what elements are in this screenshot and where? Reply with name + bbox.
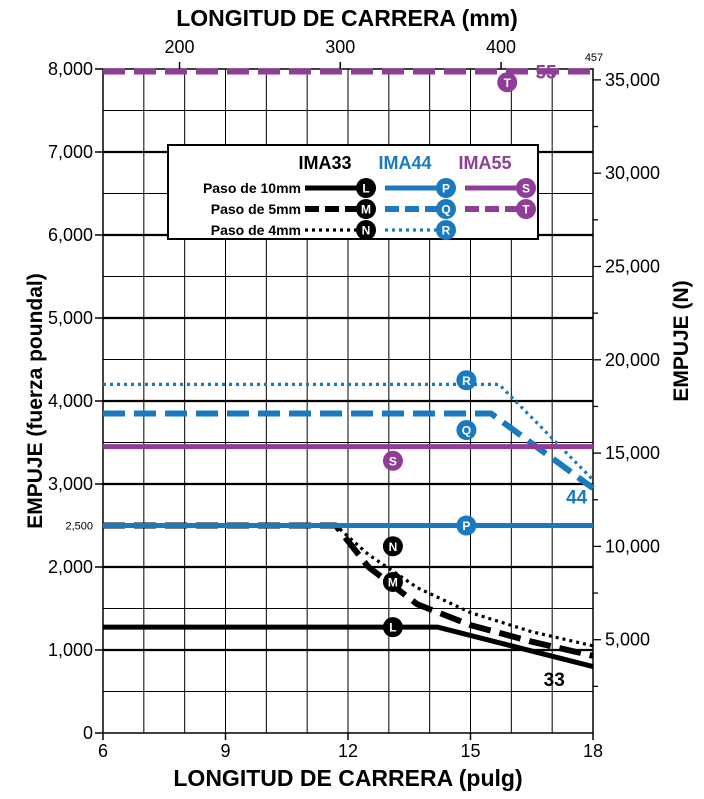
x-tick-label: 6 <box>98 741 108 761</box>
badge-circle <box>456 515 477 536</box>
badge-letter: T <box>504 76 512 90</box>
curve-badge-l: L <box>382 617 403 638</box>
y-tick-label: 0 <box>83 723 93 743</box>
top-axis-title: LONGITUD DE CARRERA (mm) <box>176 5 518 31</box>
badge-letter: N <box>389 540 398 554</box>
y-tick-label: 7,000 <box>48 142 93 162</box>
badge-letter: M <box>361 203 371 217</box>
x-axis-title: LONGITUD DE CARRERA (pulg) <box>173 765 522 791</box>
n-tick-label: 25,000 <box>605 256 660 276</box>
badge-circle <box>356 178 376 198</box>
curve-badge-s: S <box>382 450 403 471</box>
n-tick-label: 10,000 <box>605 536 660 556</box>
badge-letter: Q <box>462 424 471 438</box>
legend: IMA33 IMA44 IMA55 Paso de 10mm Paso de 5mm Pa… <box>167 144 539 240</box>
curve-badge-q: Q <box>456 420 477 441</box>
badge-letter: P <box>462 519 470 533</box>
badge-circle <box>456 370 477 391</box>
legend-column-ima33: IMA33 <box>298 153 351 173</box>
badge-letter: L <box>362 182 369 196</box>
legend-badge-n: N <box>356 220 376 240</box>
badge-letter: R <box>462 374 471 388</box>
series-line-ima33-10mm <box>103 624 594 670</box>
y-tick-label: 5,000 <box>48 308 93 328</box>
x-tick-label: 15 <box>460 741 480 761</box>
y-tick-label: 3,000 <box>48 474 93 494</box>
end-label-33: 33 <box>544 670 565 691</box>
badge-letter: R <box>442 224 451 238</box>
badge-circle <box>456 420 477 441</box>
y-tick-label: 4,000 <box>48 391 93 411</box>
n-tick-label: 15,000 <box>605 443 660 463</box>
y-tick-label: 6,000 <box>48 225 93 245</box>
y-tick-label: 1,000 <box>48 640 93 660</box>
n-tick-label: 35,000 <box>605 70 660 90</box>
curve-badge-t: T <box>497 72 518 93</box>
legend-row-label: Paso de 10mm <box>203 180 301 196</box>
badge-circle <box>382 571 403 592</box>
curve-badge-p: P <box>456 515 477 536</box>
badge-circle <box>436 220 456 240</box>
x-tick-label: 12 <box>338 741 358 761</box>
mm-tick-label: 300 <box>325 37 355 57</box>
badge-circle <box>516 199 536 219</box>
badge-letter: S <box>522 182 530 196</box>
mm-tick-label: 400 <box>486 37 516 57</box>
legend-badge-p: P <box>436 178 456 198</box>
mm-tick-label: 200 <box>164 37 194 57</box>
legend-column-ima44: IMA44 <box>378 153 431 173</box>
series-line-ima44-5mm <box>103 410 595 491</box>
badge-circle <box>516 178 536 198</box>
badge-letter: T <box>522 203 530 217</box>
badge-letter: P <box>442 182 450 196</box>
legend-badge-s: S <box>516 178 536 198</box>
y-axis-title-right: EMPUJE (N) <box>670 280 693 401</box>
curve-badge-m: M <box>382 571 403 592</box>
badge-letter: N <box>362 224 371 238</box>
n-tick-label: 30,000 <box>605 163 660 183</box>
legend-badge-m: M <box>356 199 376 219</box>
badge-circle <box>356 220 376 240</box>
legend-badge-l: L <box>356 178 376 198</box>
badge-letter: L <box>389 621 396 635</box>
legend-badge-t: T <box>516 199 536 219</box>
mm-end-label: 457 <box>585 52 603 64</box>
badge-letter: Q <box>441 203 450 217</box>
n-tick-label: 5,000 <box>605 630 650 650</box>
legend-badge-r: R <box>436 220 456 240</box>
badge-circle <box>382 536 403 557</box>
y-tick-label-extra: 2,500 <box>65 521 93 533</box>
legend-box <box>167 144 539 240</box>
y-tick-label: 2,000 <box>48 557 93 577</box>
n-tick-label: 20,000 <box>605 350 660 370</box>
y-axis-title-left: EMPUJE (fuerza poundal) <box>24 273 47 529</box>
end-label-44: 44 <box>566 487 588 508</box>
x-tick-label: 18 <box>583 741 603 761</box>
curve-badge-n: N <box>382 536 403 557</box>
end-label-55: 55 <box>535 62 557 83</box>
badge-circle <box>382 450 403 471</box>
curve-badge-r: R <box>456 370 477 391</box>
badge-circle <box>436 199 456 219</box>
legend-row-label: Paso de 4mm <box>211 222 301 238</box>
badge-circle <box>497 72 518 93</box>
badge-circle <box>382 617 403 638</box>
legend-badge-q: Q <box>436 199 456 219</box>
badge-letter: S <box>389 454 397 468</box>
y-tick-label: 8,000 <box>48 59 93 79</box>
x-tick-label: 9 <box>220 741 230 761</box>
badge-circle <box>356 199 376 219</box>
legend-row-label: Paso de 5mm <box>211 201 301 217</box>
badge-circle <box>436 178 456 198</box>
badge-letter: M <box>388 575 398 589</box>
legend-column-ima55: IMA55 <box>458 153 511 173</box>
